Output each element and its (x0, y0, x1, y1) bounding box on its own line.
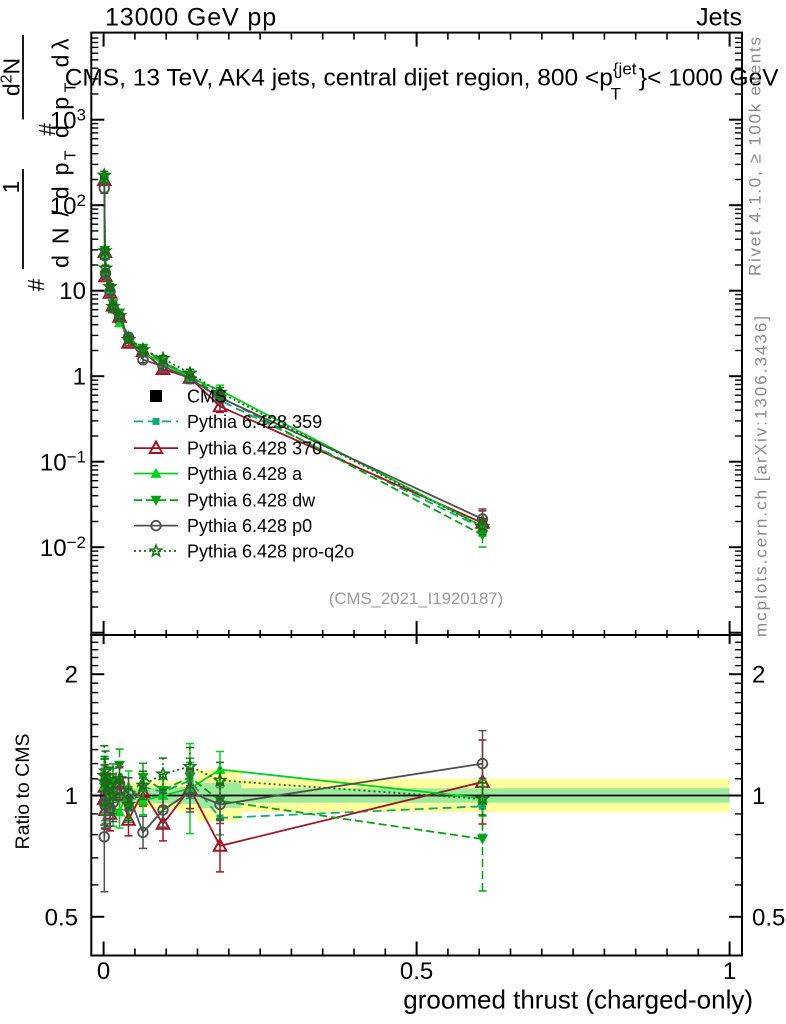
svg-text:1: 1 (723, 958, 736, 985)
svg-text:Pythia 6.428 370: Pythia 6.428 370 (187, 439, 322, 459)
svg-text:1: 1 (0, 181, 24, 194)
svg-text:CMS: CMS (187, 387, 227, 407)
svg-text:10: 10 (59, 278, 86, 305)
svg-text:1: 1 (65, 783, 78, 810)
svg-text:1: 1 (73, 364, 86, 391)
svg-text:Pythia 6.428 p0: Pythia 6.428 p0 (187, 516, 312, 536)
svg-text:(CMS_2021_I1920187): (CMS_2021_I1920187) (329, 589, 503, 608)
svg-text:Pythia 6.428 pro-q2o: Pythia 6.428 pro-q2o (187, 542, 354, 562)
svg-text:#: # (34, 123, 60, 136)
svg-text:Rivet 4.1.0, ≥ 100k events: Rivet 4.1.0, ≥ 100k events (746, 35, 765, 276)
svg-text:0.5: 0.5 (45, 904, 78, 931)
svg-text:Jets: Jets (696, 4, 742, 32)
svg-text:mcplots.cern.ch [arXiv:1306.34: mcplots.cern.ch [arXiv:1306.3436] (752, 314, 771, 637)
svg-text:1: 1 (752, 783, 765, 810)
svg-text:2: 2 (65, 662, 78, 689)
svg-text:2: 2 (752, 662, 765, 689)
svg-text:13000 GeV pp: 13000 GeV pp (105, 4, 277, 32)
svg-text:10−1: 10−1 (40, 447, 86, 476)
svg-text:Pythia 6.428 dw: Pythia 6.428 dw (187, 491, 316, 511)
svg-text:Pythia 6.428 359: Pythia 6.428 359 (187, 412, 322, 432)
svg-text:Ratio to CMS: Ratio to CMS (12, 734, 34, 850)
svg-text:0: 0 (97, 958, 110, 985)
svg-text:Pythia 6.428 a: Pythia 6.428 a (187, 464, 303, 484)
svg-text:0.5: 0.5 (400, 958, 433, 985)
svg-text:#: # (23, 278, 49, 291)
svg-text:groomed thrust (charged-only): groomed thrust (charged-only) (403, 985, 753, 1015)
svg-text:0.5: 0.5 (752, 904, 785, 931)
